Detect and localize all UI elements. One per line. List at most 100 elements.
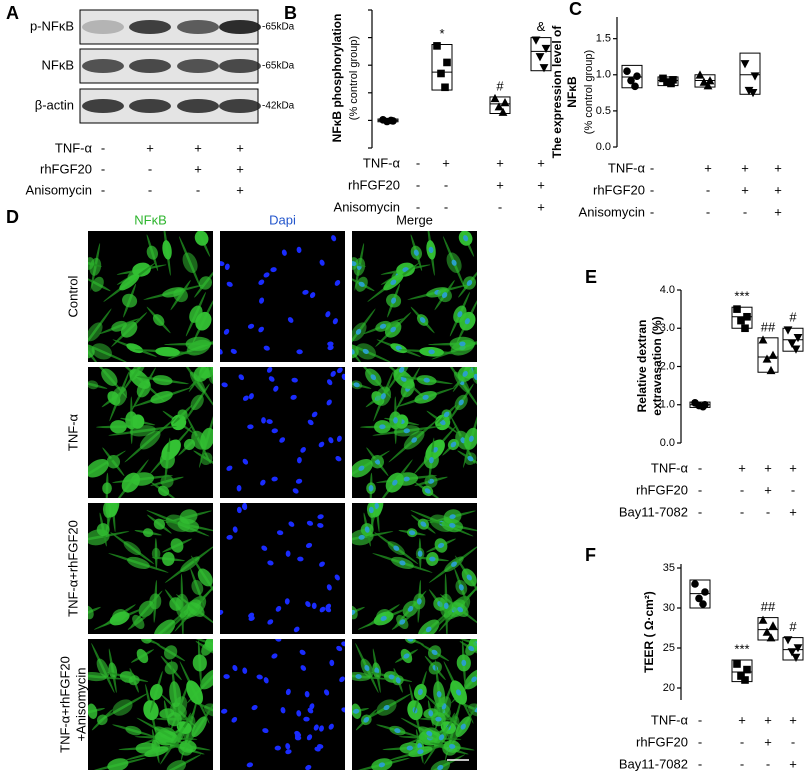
nucleus bbox=[275, 605, 282, 612]
data-point bbox=[535, 53, 545, 62]
condition-label: rhFGF20 bbox=[636, 734, 688, 749]
nucleus bbox=[221, 382, 228, 388]
nucleus bbox=[341, 641, 345, 647]
data-point bbox=[791, 345, 801, 354]
cell-body bbox=[154, 726, 177, 741]
y-tick-label: 4.0 bbox=[660, 284, 675, 296]
nucleus bbox=[325, 606, 332, 613]
nucleus bbox=[294, 735, 302, 741]
nucleus bbox=[403, 653, 410, 659]
cell-body bbox=[186, 680, 203, 705]
y-tick-label: 20 bbox=[663, 682, 675, 694]
significance-label: # bbox=[789, 310, 797, 325]
nucleus bbox=[220, 609, 224, 616]
cell-body bbox=[189, 305, 203, 323]
nucleus bbox=[429, 556, 436, 562]
nucleus bbox=[451, 259, 457, 266]
cell-body bbox=[125, 725, 142, 736]
blot-band bbox=[219, 59, 261, 73]
cell-body bbox=[185, 336, 212, 351]
nucleus bbox=[468, 645, 475, 652]
nucleus bbox=[303, 716, 310, 722]
nucleus bbox=[296, 457, 302, 464]
nucleus bbox=[287, 317, 294, 323]
nucleus bbox=[335, 456, 342, 462]
blot-band bbox=[177, 59, 219, 73]
nucleus bbox=[328, 437, 334, 444]
column-title: Merge bbox=[396, 212, 433, 227]
cell-body bbox=[132, 614, 145, 630]
data-point bbox=[443, 58, 451, 67]
nucleus bbox=[443, 411, 450, 418]
cell-body bbox=[129, 425, 156, 437]
nucleus bbox=[364, 526, 370, 533]
nucleus bbox=[407, 639, 414, 642]
nucleus bbox=[352, 348, 355, 355]
data-point bbox=[741, 676, 749, 684]
micrograph bbox=[220, 367, 345, 498]
cell-body bbox=[167, 712, 182, 727]
nucleus bbox=[327, 345, 334, 351]
cell-body bbox=[88, 703, 98, 719]
nucleus bbox=[307, 419, 314, 426]
cell-body bbox=[149, 593, 162, 610]
significance-label: ## bbox=[761, 599, 776, 614]
nucleus bbox=[358, 465, 365, 471]
nucleus bbox=[251, 704, 258, 711]
condition-sign: + bbox=[789, 756, 797, 771]
box bbox=[530, 37, 552, 72]
column-title: NFκB bbox=[134, 212, 167, 227]
nucleus bbox=[456, 689, 462, 696]
condition-sign: + bbox=[774, 160, 782, 175]
box bbox=[431, 44, 453, 91]
data-point bbox=[437, 69, 445, 78]
cell-body bbox=[127, 556, 150, 570]
nucleus bbox=[247, 424, 254, 430]
data-point bbox=[766, 365, 776, 375]
condition-sign: - bbox=[196, 182, 200, 197]
condition-sign: + bbox=[704, 160, 712, 175]
nucleus bbox=[467, 456, 474, 462]
condition-sign: - bbox=[148, 182, 152, 197]
y-tick-label: 35 bbox=[663, 562, 675, 574]
condition-sign: + bbox=[537, 155, 545, 170]
nucleus bbox=[379, 323, 387, 329]
condition-label: TNF-α bbox=[363, 155, 401, 170]
nucleus bbox=[305, 601, 311, 608]
nucleus bbox=[428, 710, 434, 717]
nucleus bbox=[398, 367, 405, 373]
nucleus bbox=[379, 424, 386, 430]
nucleus bbox=[236, 485, 242, 492]
row-label: +Anisomycin bbox=[73, 667, 88, 741]
blot-row-label: NFκB bbox=[42, 57, 75, 72]
blot-size-label: -65kDa bbox=[262, 22, 295, 33]
nucleus bbox=[436, 690, 442, 698]
cell-body bbox=[140, 639, 152, 644]
data-point bbox=[768, 621, 778, 630]
data-point bbox=[531, 36, 541, 45]
nucleus bbox=[330, 370, 336, 377]
data-point bbox=[498, 107, 508, 116]
nucleus bbox=[458, 584, 464, 591]
cell-body bbox=[166, 760, 187, 770]
nucleus bbox=[226, 534, 233, 540]
cell-body bbox=[162, 551, 175, 567]
cell-body bbox=[96, 523, 110, 537]
condition-sign: + bbox=[764, 482, 772, 497]
condition-sign: - bbox=[698, 482, 702, 497]
nucleus bbox=[226, 281, 233, 287]
nucleus bbox=[339, 676, 345, 683]
blot-band bbox=[219, 20, 261, 34]
condition-sign: - bbox=[706, 204, 710, 219]
data-point bbox=[695, 70, 705, 79]
nucleus bbox=[305, 764, 312, 770]
cell-body bbox=[160, 474, 174, 488]
cell-body bbox=[144, 746, 169, 757]
cell-body bbox=[150, 391, 173, 404]
nucleus bbox=[424, 488, 431, 494]
data-point bbox=[699, 600, 707, 608]
cell-body bbox=[170, 538, 184, 553]
micrograph-background bbox=[220, 503, 345, 634]
y-axis-label: extravasation (%) bbox=[650, 316, 664, 415]
